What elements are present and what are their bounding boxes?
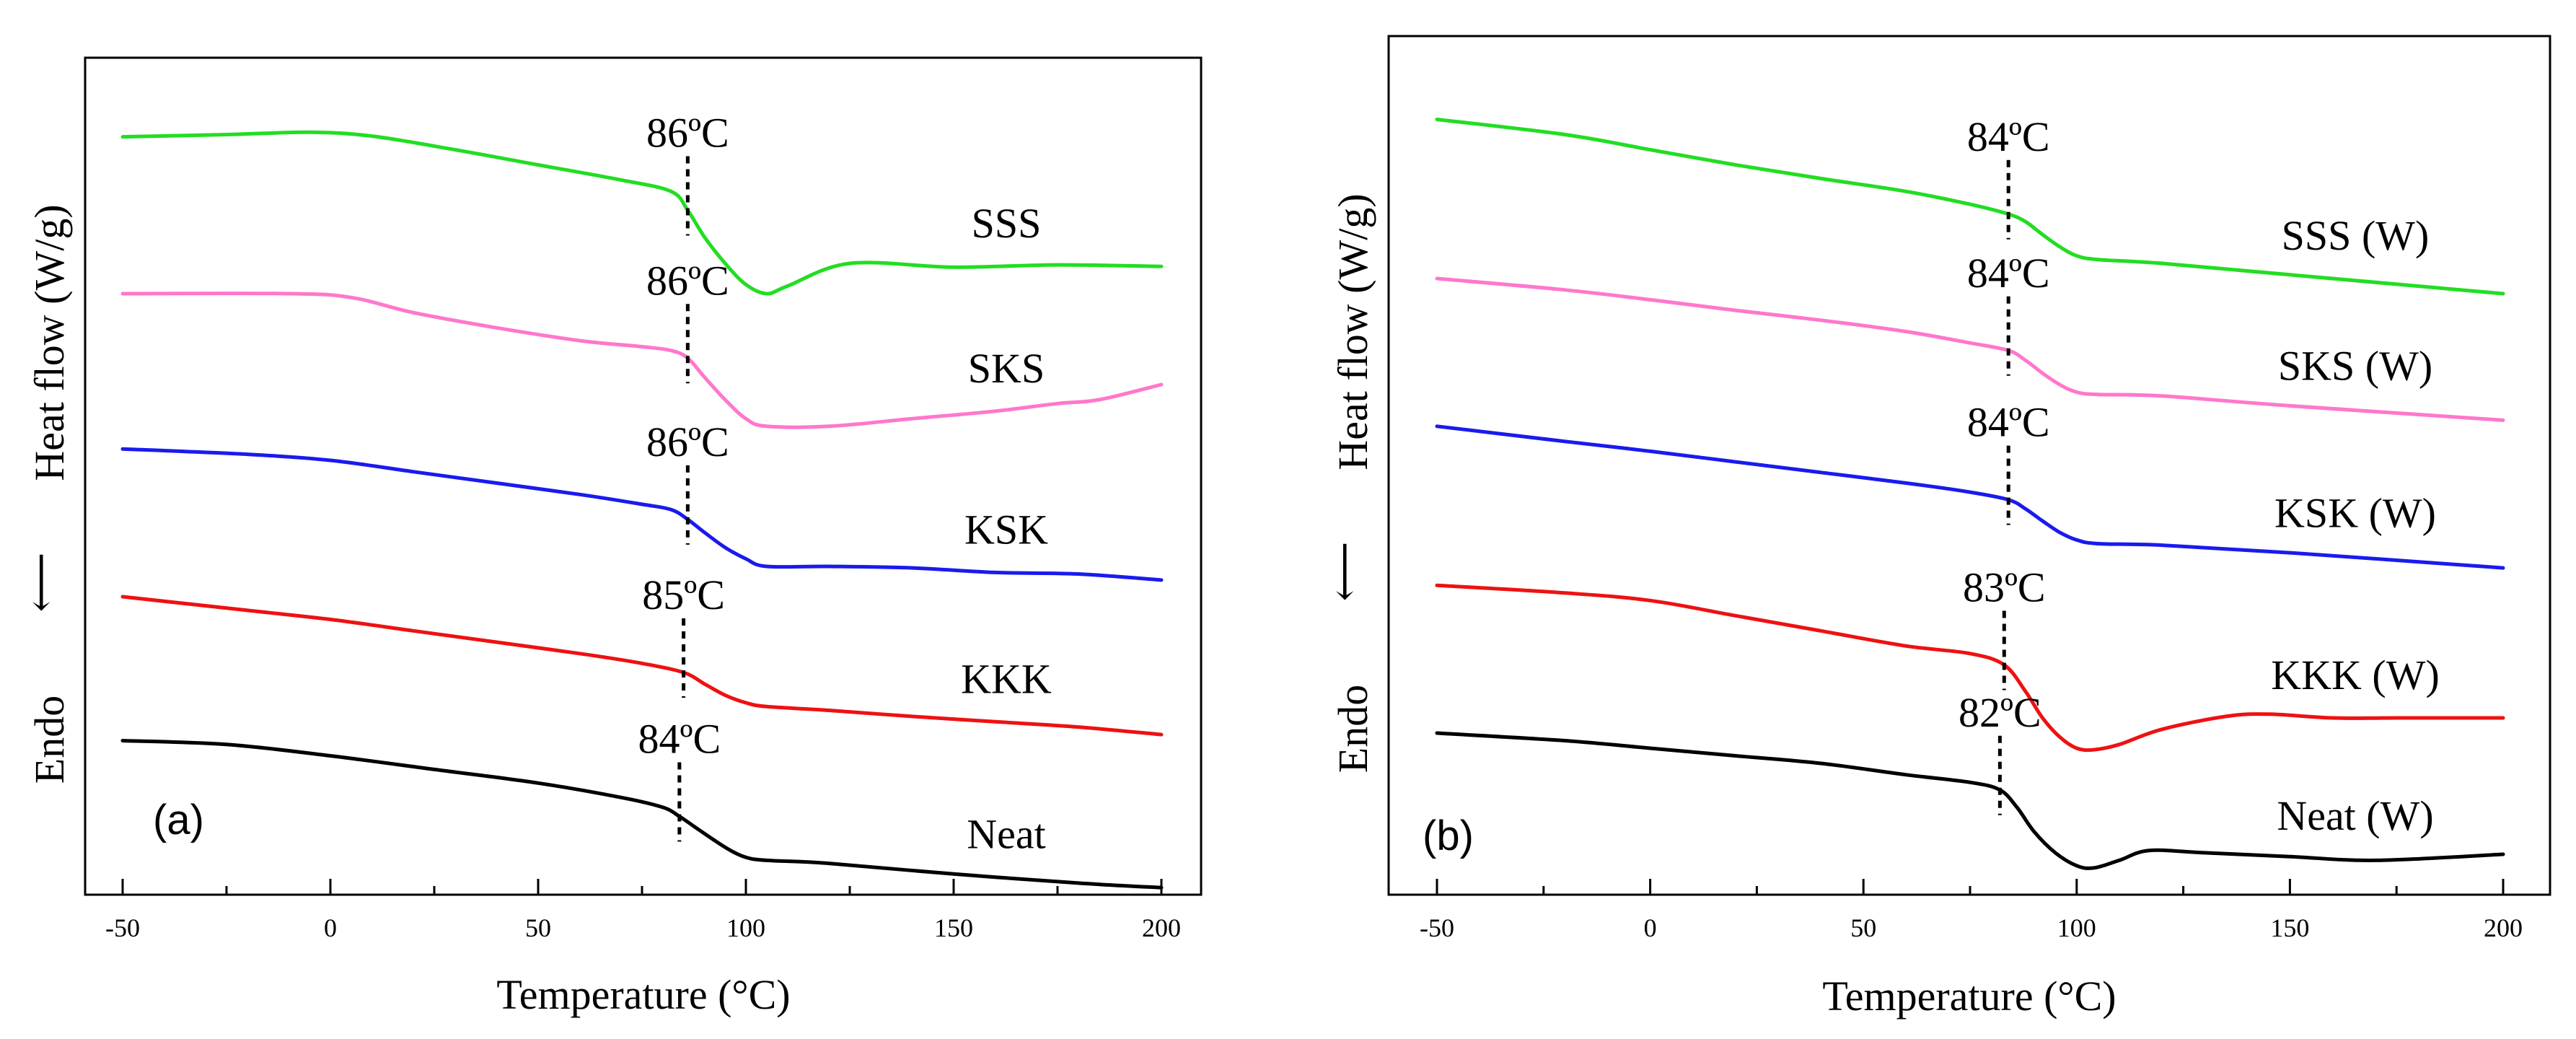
x-tick-label: 50 xyxy=(525,913,551,942)
panel-b-endo-label: Endo xyxy=(1329,685,1376,773)
tg-label: 86ºC xyxy=(646,418,729,465)
panel-b-frame xyxy=(1387,35,2551,896)
panel-b-endo-arrow: ⟵ xyxy=(1321,541,1368,601)
series-line-sss xyxy=(120,130,1164,296)
x-tick-label: 200 xyxy=(1142,913,1181,942)
panel-a-endo-arrow: ⟵ xyxy=(17,552,64,612)
series-name-label: SKS (W) xyxy=(2278,342,2432,389)
tg-label: 86ºC xyxy=(646,257,729,304)
tg-label: 82ºC xyxy=(1959,689,2041,736)
panel-b-y-axis-title: Endo ⟵ Heat flow (W/g) xyxy=(1321,193,1376,773)
series-name-label: Neat (W) xyxy=(2277,792,2433,839)
tg-label: 84ºC xyxy=(1967,250,2050,297)
series-line-sss-w xyxy=(1435,118,2505,296)
panel-b-series: 84ºC SSS (W) 84ºC SKS (W) 84ºC KSK (W) 83ºC KKK… xyxy=(1435,113,2505,870)
panel-b-label: (b) xyxy=(1423,812,1474,859)
tg-label: 84ºC xyxy=(1967,399,2050,446)
panel-b-x-axis: -50 0 50 100 150 200 xyxy=(1420,879,2523,942)
panel-a: -50 0 50 100 150 200 86ºC SSS 86ºC SKS 86ºC KSK 85º… xyxy=(17,56,1203,1018)
series-name-label: KKK xyxy=(961,655,1052,702)
series-name-label: KSK xyxy=(964,506,1048,553)
series-line-sks xyxy=(120,291,1164,429)
panel-a-heat-flow-label: Heat flow (W/g) xyxy=(26,204,73,481)
x-tick-label: -50 xyxy=(1420,913,1454,942)
x-tick-label: 50 xyxy=(1850,913,1876,942)
panel-b-heat-flow-label: Heat flow (W/g) xyxy=(1329,193,1376,470)
series-name-label: KSK (W) xyxy=(2274,489,2436,536)
x-tick-label: 0 xyxy=(1644,913,1657,942)
series-name-label: SKS xyxy=(968,345,1045,392)
tg-label: 84ºC xyxy=(1967,113,2050,160)
series-line-kkk xyxy=(120,595,1164,737)
tg-label: 86ºC xyxy=(646,110,729,157)
panel-a-endo-label: Endo xyxy=(26,696,73,784)
tg-label: 85ºC xyxy=(642,571,725,618)
panel-a-x-axis-title: Temperature (°C) xyxy=(496,971,790,1018)
series-line-sks-w xyxy=(1435,276,2505,422)
series-line-neat-w xyxy=(1435,731,2505,870)
x-tick-label: 100 xyxy=(726,913,765,942)
panel-a-label: (a) xyxy=(153,797,204,843)
panel-a-series: 86ºC SSS 86ºC SKS 86ºC KSK 85ºC KKK 84ºC Neat xyxy=(120,110,1164,890)
tg-label: 84ºC xyxy=(638,716,721,763)
x-tick-label: 0 xyxy=(324,913,337,942)
panel-b-x-axis-title: Temperature (°C) xyxy=(1822,973,2116,1020)
series-line-kkk-w xyxy=(1435,583,2505,753)
x-tick-label: 150 xyxy=(2270,913,2309,942)
series-name-label: SSS xyxy=(972,200,1042,247)
panel-a-x-axis: -50 0 50 100 150 200 xyxy=(105,879,1181,942)
series-line-ksk-w xyxy=(1435,424,2505,570)
x-tick-label: 100 xyxy=(2057,913,2096,942)
series-name-label: SSS (W) xyxy=(2282,212,2430,259)
series-name-label: KKK (W) xyxy=(2271,652,2440,698)
panel-a-y-axis-title: Endo ⟵ Heat flow (W/g) xyxy=(17,204,73,784)
series-line-neat xyxy=(120,739,1164,890)
x-tick-label: 200 xyxy=(2484,913,2523,942)
series-name-label: Neat xyxy=(967,811,1046,858)
x-tick-label: -50 xyxy=(105,913,140,942)
x-tick-label: 150 xyxy=(934,913,973,942)
tg-label: 83ºC xyxy=(1963,564,2046,611)
series-line-ksk xyxy=(120,447,1164,582)
